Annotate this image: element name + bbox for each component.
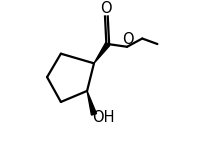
Text: O: O (122, 32, 133, 47)
Text: O: O (101, 1, 112, 16)
Text: OH: OH (92, 110, 114, 125)
Polygon shape (87, 91, 96, 115)
Polygon shape (94, 43, 110, 63)
